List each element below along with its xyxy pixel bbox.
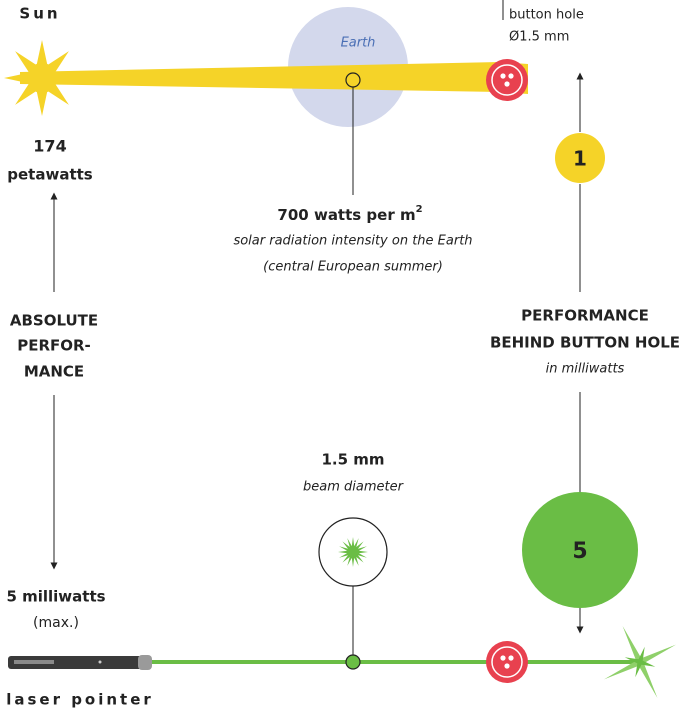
button	[486, 641, 528, 683]
value: 174	[33, 137, 66, 156]
laser-pointer-device	[8, 655, 152, 670]
heading: PERFORMANCE	[521, 307, 649, 325]
heading: PERFOR-	[17, 337, 91, 355]
label: button hole	[509, 8, 584, 23]
shape	[500, 655, 505, 660]
note: (max.)	[33, 615, 79, 631]
value: 700 watts per m2	[277, 204, 422, 224]
shape	[500, 73, 505, 78]
value: 1	[573, 147, 587, 171]
note: (central European summer)	[263, 260, 443, 275]
label: Sun	[19, 5, 60, 23]
note: beam diameter	[303, 480, 405, 495]
heading: BEHIND BUTTON HOLE	[490, 334, 680, 352]
laser-spot	[338, 537, 368, 567]
sun-beam	[20, 62, 528, 94]
shape	[338, 537, 368, 567]
sun	[4, 40, 80, 116]
value: 5 milliwatts	[6, 588, 105, 606]
infographic: Sun Earth button hole Ø1.5 mm 174 petawa…	[0, 0, 688, 714]
shape	[504, 663, 509, 668]
shape	[504, 81, 509, 86]
exponent: 2	[416, 204, 423, 215]
note: solar radiation intensity on the Earth	[233, 234, 472, 249]
value: 5	[572, 539, 587, 564]
label: Ø1.5 mm	[509, 30, 569, 45]
heading: ABSOLUTE	[10, 312, 98, 330]
heading: MANCE	[24, 363, 84, 381]
value: 700 watts per m	[277, 206, 415, 224]
label: laser pointer	[6, 691, 154, 709]
shape	[508, 73, 513, 78]
button	[486, 59, 528, 101]
beam-spot	[346, 655, 360, 669]
label: Earth	[341, 36, 376, 51]
unit: petawatts	[7, 166, 93, 184]
unit: in milliwatts	[546, 362, 625, 377]
value: 1.5 mm	[321, 451, 384, 469]
shape	[27, 63, 57, 93]
shape	[508, 655, 513, 660]
